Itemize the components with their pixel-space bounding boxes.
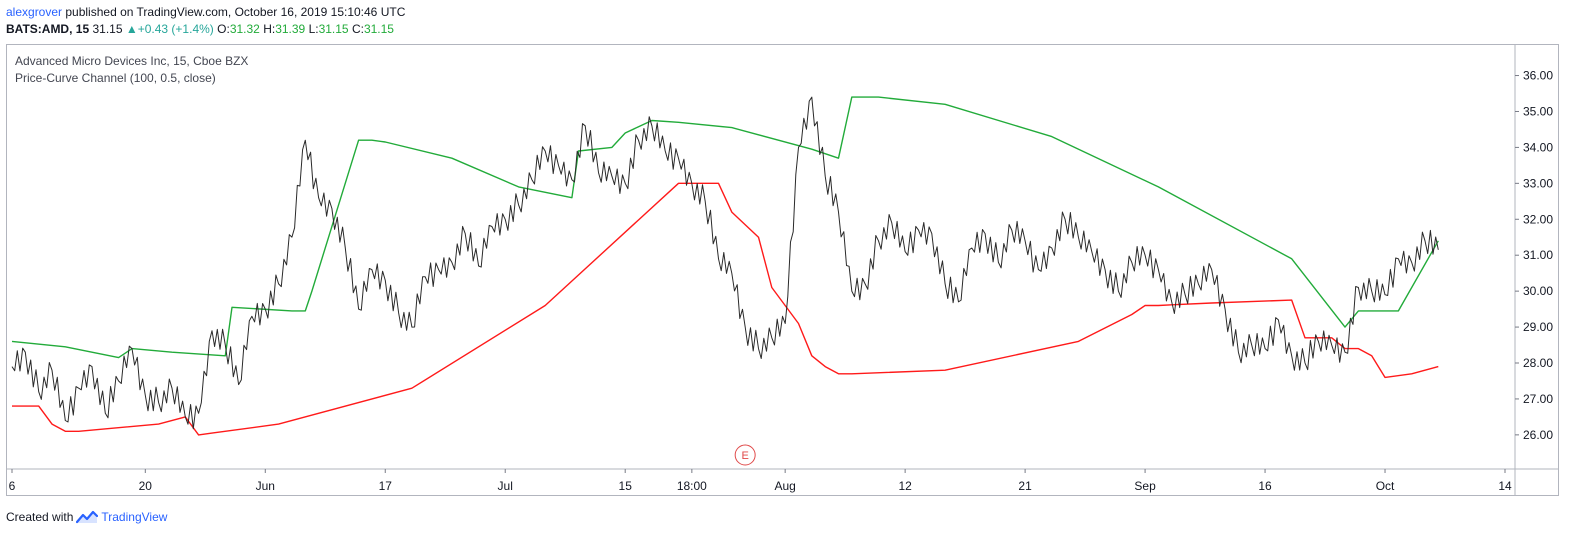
author-link[interactable]: alexgrover (6, 5, 63, 19)
x-tick-label: Jun (256, 479, 275, 493)
x-tick-label: 20 (139, 479, 153, 493)
created-with-text: Created with (6, 510, 74, 524)
y-tick-label: 28.00 (1523, 356, 1553, 370)
x-tick-label: 15 (619, 479, 633, 493)
x-tick-label: Sep (1134, 479, 1156, 493)
legend-indicator[interactable]: Price-Curve Channel (100, 0.5, close) (15, 71, 216, 85)
y-tick-label: 36.00 (1523, 69, 1553, 83)
symbol-label: BATS:AMD, 15 (6, 22, 90, 36)
chart-frame[interactable] (6, 44, 1559, 496)
y-tick-label: 29.00 (1523, 320, 1553, 334)
close-label: C: (351, 22, 364, 36)
y-tick-label: 27.00 (1523, 392, 1553, 406)
legend-title: Advanced Micro Devices Inc, 15, Cboe BZX (15, 54, 249, 68)
open-value: 31.32 (229, 22, 260, 36)
high-value: 31.39 (275, 22, 306, 36)
x-tick-label: 16 (1258, 479, 1272, 493)
y-tick-label: 35.00 (1523, 104, 1553, 118)
x-tick-label: 6 (9, 479, 16, 493)
x-tick-label: Oct (1376, 479, 1395, 493)
tradingview-logo-icon (76, 510, 99, 524)
close-value: 31.15 (363, 22, 394, 36)
y-tick-label: 33.00 (1523, 176, 1553, 190)
lower-band-line[interactable] (12, 182, 1439, 436)
ohlc-line: BATS:AMD, 15 31.15 ▲+0.43 (+1.4%) O:31.3… (6, 22, 394, 36)
x-tick-label: 17 (379, 479, 393, 493)
y-tick-label: 30.00 (1523, 284, 1553, 298)
low-label: L: (308, 22, 319, 36)
open-label: O: (217, 22, 230, 36)
high-label: H: (263, 22, 276, 36)
up-arrow-icon: ▲ (125, 22, 138, 36)
x-tick-label: Jul (498, 479, 513, 493)
y-tick-label: 31.00 (1523, 248, 1553, 262)
low-value: 31.15 (318, 22, 349, 36)
earnings-marker-circle (734, 444, 756, 466)
last-price: 31.15 (92, 22, 123, 36)
upper-band-line[interactable] (11, 96, 1439, 359)
x-tick-label: Aug (774, 479, 795, 493)
footer: Created with TradingView (6, 510, 167, 524)
earnings-marker-label: E (741, 450, 748, 462)
chart-legend: Advanced Micro Devices Inc, 15, Cboe BZX… (15, 53, 248, 87)
price-line[interactable] (11, 96, 1439, 430)
x-tick-label: 14 (1498, 479, 1512, 493)
y-tick-label: 32.00 (1523, 212, 1553, 226)
y-tick-label: 34.00 (1523, 140, 1553, 154)
published-text: published on TradingView.com, October 16… (62, 5, 406, 19)
y-tick-label: 26.00 (1523, 428, 1553, 442)
publish-info: alexgrover published on TradingView.com,… (6, 5, 405, 19)
earnings-marker-icon[interactable]: E (734, 444, 756, 466)
tradingview-brand[interactable]: TradingView (101, 510, 168, 524)
x-tick-label: 12 (898, 479, 912, 493)
x-tick-label: 18:00 (677, 479, 707, 493)
price-change: +0.43 (+1.4%) (137, 22, 214, 36)
x-tick-label: 21 (1018, 479, 1032, 493)
